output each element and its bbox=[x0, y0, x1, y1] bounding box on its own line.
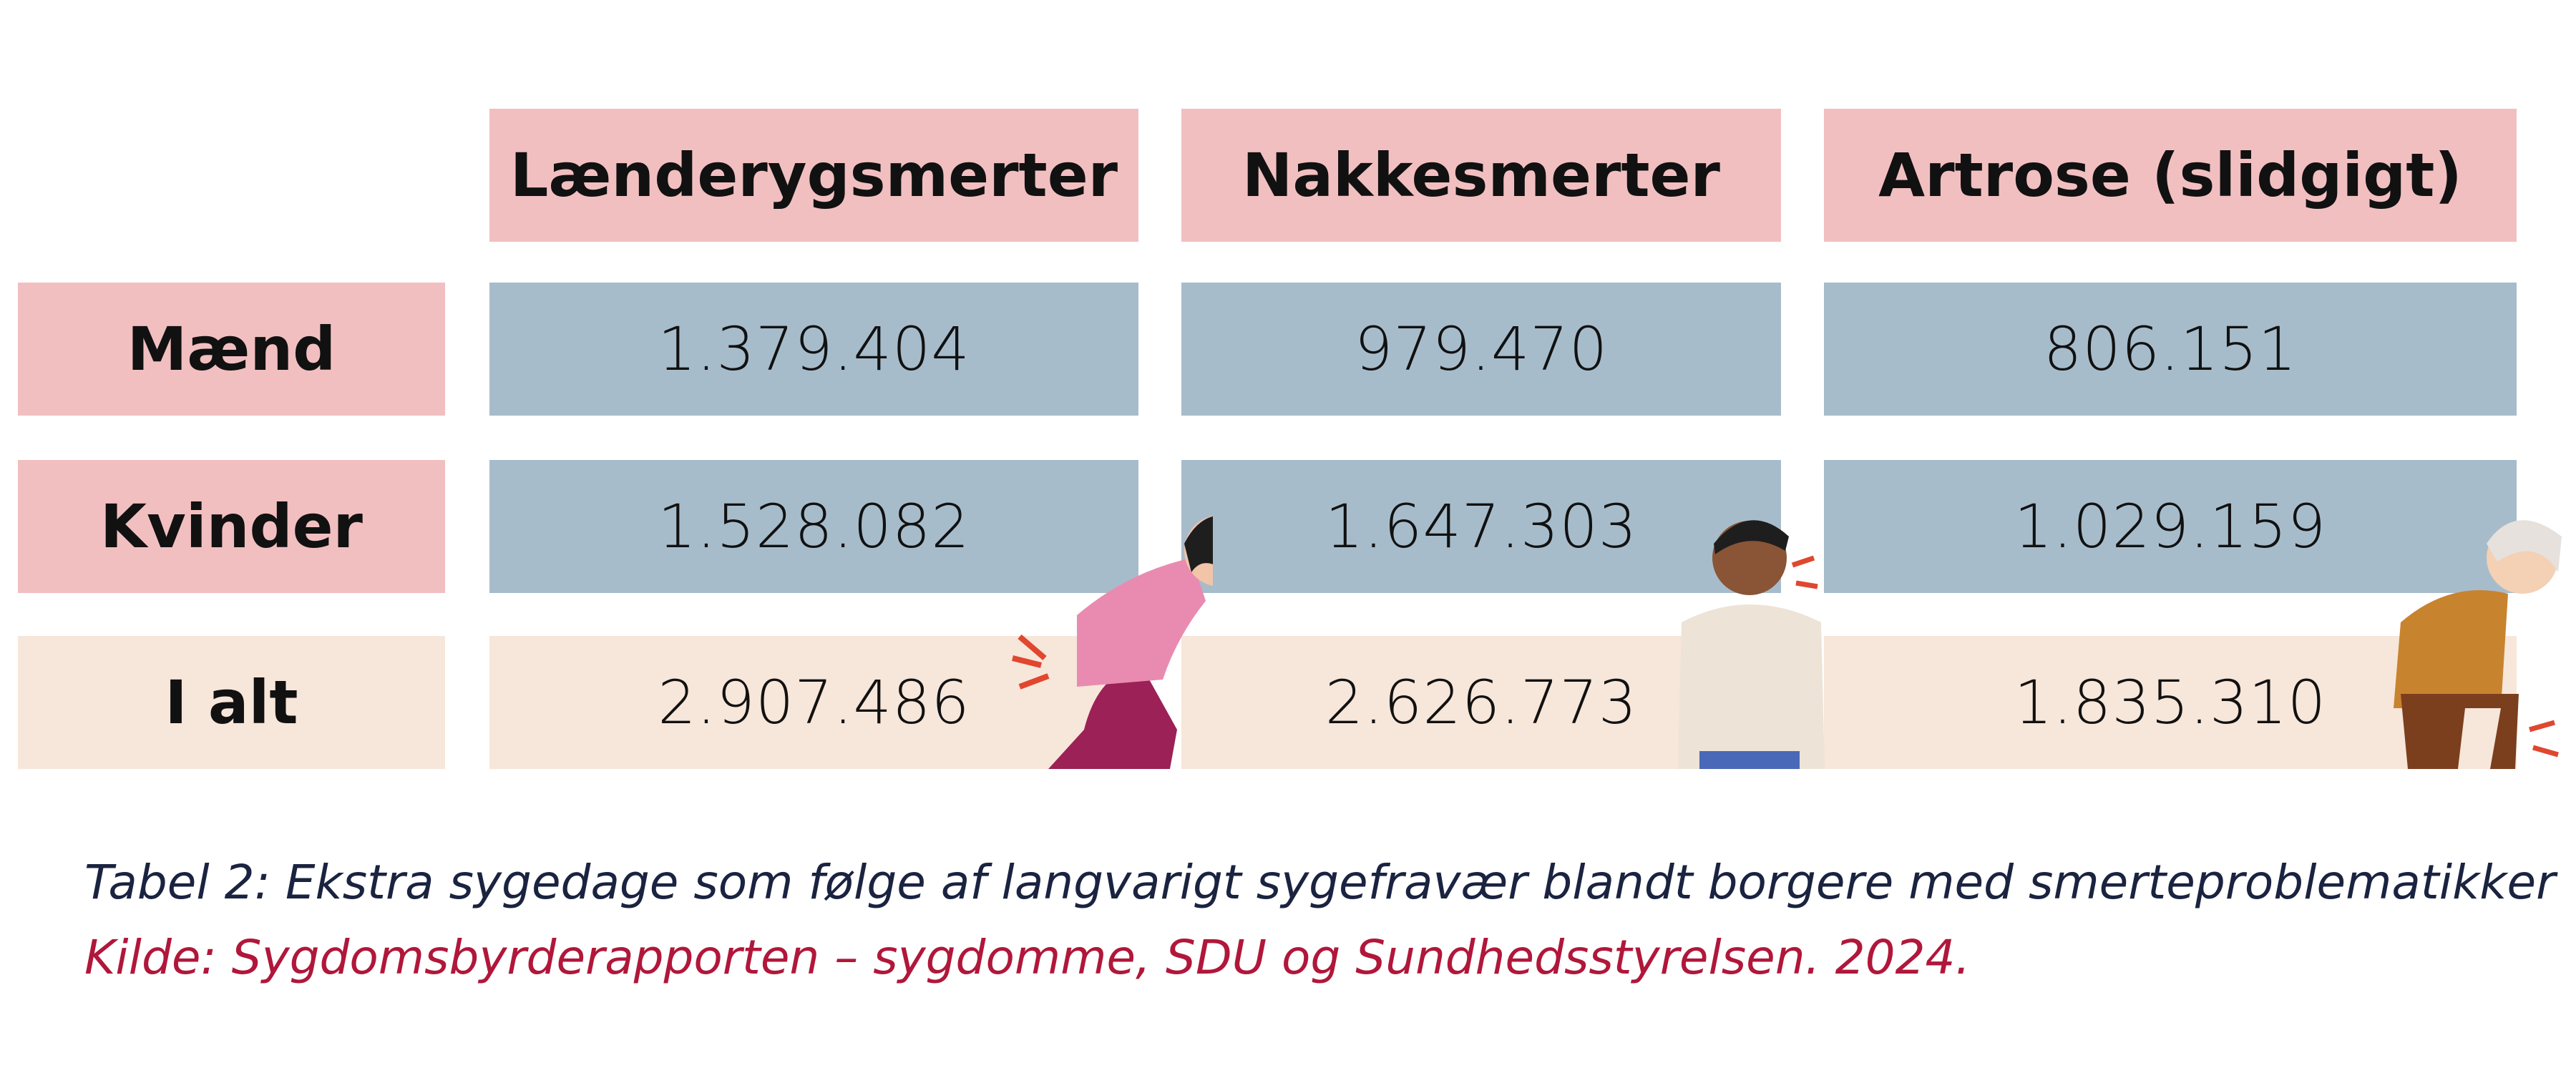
row-label: Mænd bbox=[18, 283, 445, 416]
table-cell: 806.151 bbox=[1824, 283, 2517, 416]
table-cell: 1.029.159 bbox=[1824, 460, 2517, 593]
table-cell: 1.647.303 bbox=[1181, 460, 1781, 593]
illustration-man bbox=[1678, 520, 1825, 769]
column-header: Artrose (slidgigt) bbox=[1824, 109, 2517, 242]
row-label: I alt bbox=[18, 636, 445, 769]
source: Kilde: Sygdomsbyrderapporten – sygdomme,… bbox=[84, 930, 1971, 985]
column-header: Lænderygsmerter bbox=[489, 109, 1138, 242]
table-cell: 979.470 bbox=[1181, 283, 1781, 416]
table-cell: 1.379.404 bbox=[489, 283, 1138, 416]
table-cell: 1.528.082 bbox=[489, 460, 1138, 593]
caption: Tabel 2: Ekstra sygedage som følge af la… bbox=[84, 855, 2556, 910]
illustration-elderly bbox=[2394, 520, 2562, 769]
illustration-woman bbox=[1012, 516, 1213, 769]
column-header: Nakkesmerter bbox=[1181, 109, 1781, 242]
row-label: Kvinder bbox=[18, 460, 445, 593]
table-cell: 2.907.486 bbox=[489, 636, 1138, 769]
